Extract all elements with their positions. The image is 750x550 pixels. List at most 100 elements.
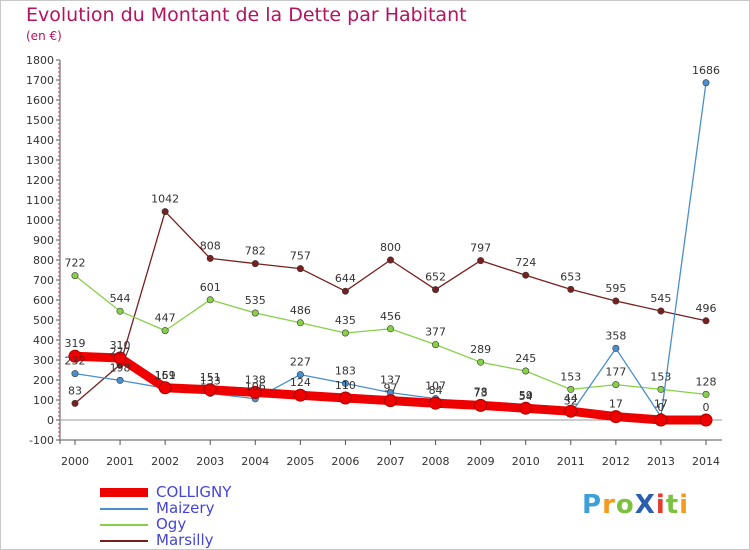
x-tick-label: 2004 bbox=[241, 455, 269, 468]
data-label-colligny: 310 bbox=[110, 339, 131, 352]
data-point-ogy bbox=[296, 319, 304, 327]
y-tick-label: 1800 bbox=[26, 54, 54, 67]
data-label-ogy: 601 bbox=[200, 281, 221, 294]
data-label-maizery: 227 bbox=[290, 356, 311, 369]
x-tick-label: 2003 bbox=[196, 455, 224, 468]
data-point-colligny bbox=[429, 396, 443, 410]
data-point-ogy bbox=[71, 272, 79, 280]
data-label-ogy: 447 bbox=[155, 312, 176, 325]
data-label-ogy: 289 bbox=[470, 343, 491, 356]
data-point-colligny bbox=[474, 398, 488, 412]
data-point-colligny bbox=[203, 383, 217, 397]
legend-swatch-colligny bbox=[100, 488, 148, 497]
data-label-colligny: 319 bbox=[65, 337, 86, 350]
x-tick-label: 2010 bbox=[512, 455, 540, 468]
data-point-colligny bbox=[113, 351, 127, 365]
data-label-marsilly: 277 bbox=[110, 346, 131, 359]
data-point-ogy bbox=[522, 367, 530, 375]
x-tick-label: 2002 bbox=[151, 455, 179, 468]
data-point-colligny bbox=[564, 404, 578, 418]
proxiti-logo: ProXiti bbox=[582, 490, 689, 520]
data-label-marsilly: 83 bbox=[68, 384, 82, 397]
data-label-ogy: 128 bbox=[696, 375, 717, 388]
y-tick-label: 900 bbox=[33, 234, 54, 247]
data-point-colligny bbox=[68, 349, 82, 363]
legend-swatch-marsilly bbox=[100, 540, 148, 542]
data-label-colligny: 44 bbox=[564, 392, 578, 405]
x-tick-label: 2001 bbox=[106, 455, 134, 468]
y-tick-label: 200 bbox=[33, 374, 54, 387]
data-point-marsilly bbox=[386, 256, 394, 264]
data-point-colligny bbox=[293, 388, 307, 402]
data-point-marsilly bbox=[522, 271, 530, 279]
data-point-marsilly bbox=[567, 285, 575, 293]
y-tick-label: -100 bbox=[29, 434, 54, 447]
data-label-ogy: 153 bbox=[650, 370, 671, 383]
data-label-ogy: 377 bbox=[425, 326, 446, 339]
data-point-ogy bbox=[657, 385, 665, 393]
y-tick-label: 800 bbox=[33, 254, 54, 267]
data-point-marsilly bbox=[71, 399, 79, 407]
x-tick-label: 2014 bbox=[692, 455, 720, 468]
x-tick-label: 2013 bbox=[647, 455, 675, 468]
y-tick-label: 500 bbox=[33, 314, 54, 327]
data-label-colligny: 151 bbox=[200, 371, 221, 384]
data-point-colligny bbox=[699, 413, 713, 427]
data-point-maizery bbox=[71, 370, 79, 378]
data-label-maizery: 17 bbox=[654, 398, 668, 411]
y-tick-label: 0 bbox=[47, 414, 54, 427]
x-tick-label: 2011 bbox=[557, 455, 585, 468]
data-label-marsilly: 496 bbox=[696, 302, 717, 315]
logo-letter: i bbox=[655, 490, 666, 520]
data-label-marsilly: 800 bbox=[380, 241, 401, 254]
y-tick-label: 1200 bbox=[26, 174, 54, 187]
y-tick-label: 700 bbox=[33, 274, 54, 287]
data-label-marsilly: 545 bbox=[650, 292, 671, 305]
data-point-ogy bbox=[612, 381, 620, 389]
data-label-colligny: 0 bbox=[703, 401, 710, 414]
logo-letter: i bbox=[679, 490, 690, 520]
data-point-marsilly bbox=[477, 257, 485, 265]
legend-label-colligny: COLLIGNY bbox=[156, 483, 232, 501]
x-tick-label: 2009 bbox=[467, 455, 495, 468]
x-tick-label: 2006 bbox=[331, 455, 359, 468]
y-tick-label: 300 bbox=[33, 354, 54, 367]
data-label-maizery: 358 bbox=[605, 329, 626, 342]
data-point-colligny bbox=[338, 391, 352, 405]
data-point-ogy bbox=[702, 390, 710, 398]
data-label-maizery: 133 bbox=[200, 374, 221, 387]
data-point-ogy bbox=[432, 341, 440, 349]
y-tick-label: 1300 bbox=[26, 154, 54, 167]
data-label-marsilly: 653 bbox=[560, 270, 581, 283]
data-label-marsilly: 757 bbox=[290, 250, 311, 263]
data-point-colligny bbox=[519, 401, 533, 415]
chart-title: Evolution du Montant de la Dette par Hab… bbox=[26, 4, 467, 26]
data-label-colligny: 17 bbox=[609, 398, 623, 411]
data-point-marsilly bbox=[161, 208, 169, 216]
logo-letter: t bbox=[665, 490, 680, 520]
x-tick-label: 2008 bbox=[422, 455, 450, 468]
legend-swatch-ogy bbox=[100, 524, 148, 526]
data-point-ogy bbox=[206, 296, 214, 304]
data-label-maizery: 107 bbox=[425, 380, 446, 393]
data-point-colligny bbox=[654, 413, 668, 427]
data-point-maizery bbox=[702, 79, 710, 87]
data-label-colligny: 73 bbox=[474, 386, 488, 399]
data-label-marsilly: 724 bbox=[515, 256, 536, 269]
data-label-maizery: 232 bbox=[65, 355, 86, 368]
data-point-marsilly bbox=[341, 287, 349, 295]
data-label-colligny: 161 bbox=[155, 369, 176, 382]
data-label-maizery: 198 bbox=[110, 361, 131, 374]
data-label-maizery: 183 bbox=[335, 364, 356, 377]
data-label-marsilly: 644 bbox=[335, 272, 356, 285]
data-label-maizery: 159 bbox=[155, 369, 176, 382]
logo-letter: r bbox=[602, 490, 616, 520]
data-label-maizery: 78 bbox=[474, 385, 488, 398]
y-tick-label: 1700 bbox=[26, 74, 54, 87]
data-label-colligny: 97 bbox=[384, 382, 398, 395]
legend-label-marsilly: Marsilly bbox=[156, 531, 214, 549]
x-tick-label: 2012 bbox=[602, 455, 630, 468]
data-point-marsilly bbox=[657, 307, 665, 315]
y-tick-label: 400 bbox=[33, 334, 54, 347]
y-tick-label: 600 bbox=[33, 294, 54, 307]
